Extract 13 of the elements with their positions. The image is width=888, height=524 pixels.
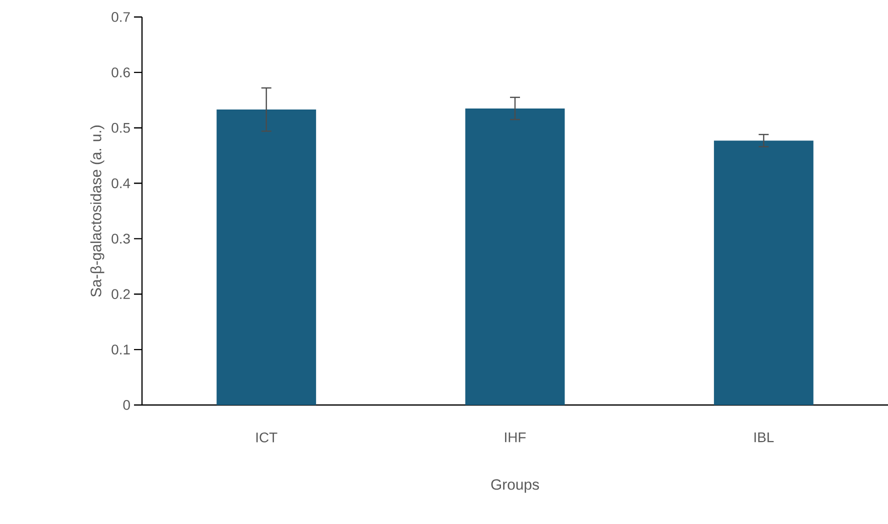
y-tick-label: 0.6 xyxy=(112,67,130,78)
y-tick-label: 0.5 xyxy=(112,122,130,133)
y-tick-label: 0.1 xyxy=(112,344,130,354)
x-axis-title: Groups xyxy=(491,479,539,493)
y-tick-label: 0.2 xyxy=(112,289,130,300)
y-tick-label: 0.3 xyxy=(112,234,130,244)
x-tick-label: IHF xyxy=(505,432,526,442)
y-tick-label: 0.4 xyxy=(112,178,130,188)
y-axis-title: Sa-β-galactosidase (a. u.) xyxy=(90,126,104,297)
x-tick-label: IBL xyxy=(754,432,774,442)
y-tick-label: 0 xyxy=(123,400,130,410)
y-tick-label: 0.7 xyxy=(112,12,130,22)
x-tick-label: ICT xyxy=(256,432,278,442)
